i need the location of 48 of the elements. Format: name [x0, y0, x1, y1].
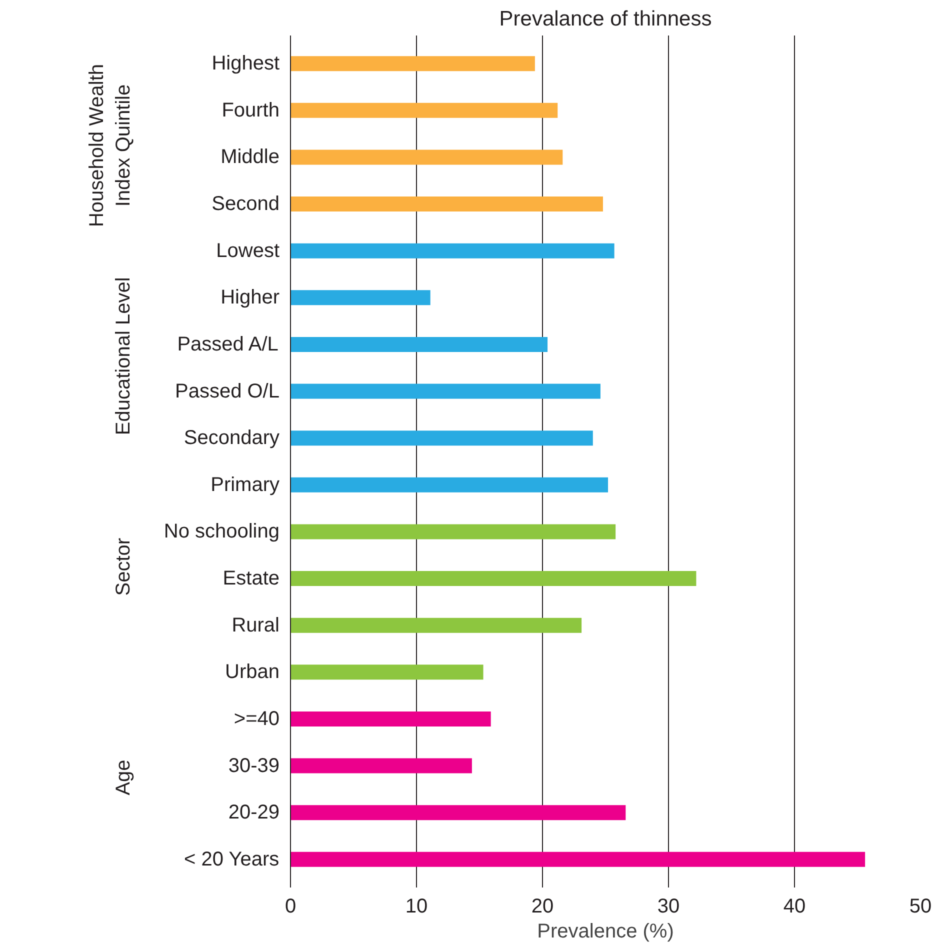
y-tick-label: 20-29: [228, 802, 280, 824]
y-tick-label: Higher: [220, 286, 280, 309]
text: Household Wealth Index Quintile: [86, 64, 134, 228]
y-tick-label: Secondary: [184, 427, 280, 450]
x-tick-label: 30: [657, 896, 680, 918]
y-tick-label: Second: [212, 193, 280, 216]
bar: [290, 524, 616, 540]
y-tick-label: Urban: [225, 661, 280, 684]
bar: [290, 805, 626, 820]
text: Sector: [112, 538, 134, 596]
bar: [290, 196, 603, 212]
bar: [290, 618, 582, 633]
bar: [290, 336, 548, 352]
x-axis-title: Prevalence (%): [537, 920, 674, 942]
y-tick-label: Rural: [232, 614, 280, 636]
bar: [290, 477, 608, 492]
bar: [290, 711, 491, 726]
chart-title: Prevalance of thinness: [499, 8, 712, 30]
bar: [290, 150, 563, 165]
x-tick-label: 40: [783, 896, 806, 918]
y-tick-label: Passed A/L: [177, 333, 278, 356]
bar: [290, 571, 696, 586]
y-tick-label: Middle: [220, 146, 280, 168]
bar: [290, 102, 558, 118]
bar: [290, 56, 535, 72]
bar: [290, 290, 430, 306]
text: Age: [112, 760, 134, 796]
y-tick-label: No schooling: [164, 520, 280, 543]
bar: [290, 430, 593, 446]
y-tick-label: Primary: [210, 474, 280, 496]
y-tick-label: Lowest: [216, 240, 280, 262]
bar: [290, 664, 484, 680]
y-tick-label: Passed O/L: [175, 380, 280, 402]
y-tick-label: >=40: [234, 708, 280, 730]
x-tick-label: 20: [531, 896, 554, 918]
y-tick-label: < 20 Years: [184, 848, 280, 870]
text: Educational Level: [112, 277, 134, 436]
y-tick-label: Highest: [212, 52, 280, 75]
y-tick-label: Fourth: [222, 99, 280, 122]
x-tick-label: 50: [909, 896, 932, 918]
bar: [290, 243, 614, 258]
x-tick-label: 10: [405, 896, 428, 918]
bar: [290, 758, 472, 774]
x-tick-label: 0: [284, 896, 296, 918]
y-tick-label: 30-39: [228, 754, 280, 777]
y-tick-label: Estate: [222, 568, 280, 590]
bar: [290, 384, 600, 399]
bar: [290, 852, 866, 867]
